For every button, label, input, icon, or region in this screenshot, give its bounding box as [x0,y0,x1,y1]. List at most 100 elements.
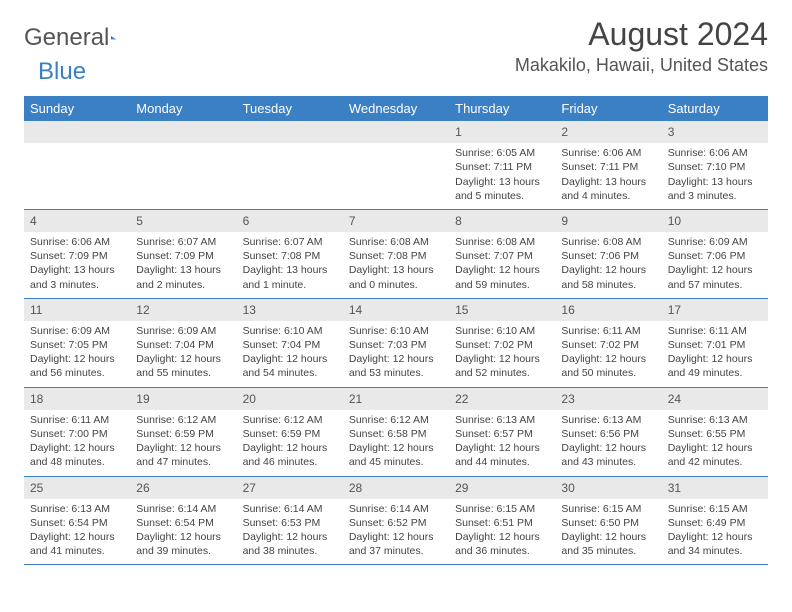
daylight-text: Daylight: 13 hours and 4 minutes. [561,175,655,203]
day-cell: 17Sunrise: 6:11 AMSunset: 7:01 PMDayligh… [662,299,768,387]
sunrise-text: Sunrise: 6:14 AM [136,502,230,516]
day-body: Sunrise: 6:09 AMSunset: 7:05 PMDaylight:… [24,321,130,387]
sunset-text: Sunset: 7:05 PM [30,338,124,352]
sunrise-text: Sunrise: 6:09 AM [668,235,762,249]
daylight-text: Daylight: 12 hours and 55 minutes. [136,352,230,380]
day-header-mon: Monday [130,96,236,121]
sunset-text: Sunset: 7:01 PM [668,338,762,352]
date-number: 11 [24,299,130,321]
daylight-text: Daylight: 12 hours and 45 minutes. [349,441,443,469]
date-number: 4 [24,210,130,232]
day-cell: 4Sunrise: 6:06 AMSunset: 7:09 PMDaylight… [24,210,130,298]
day-body: Sunrise: 6:10 AMSunset: 7:04 PMDaylight:… [237,321,343,387]
weeks-container: 1Sunrise: 6:05 AMSunset: 7:11 PMDaylight… [24,121,768,565]
sunrise-text: Sunrise: 6:06 AM [561,146,655,160]
sunset-text: Sunset: 7:03 PM [349,338,443,352]
date-number: 2 [555,121,661,143]
daylight-text: Daylight: 12 hours and 44 minutes. [455,441,549,469]
sunset-text: Sunset: 7:07 PM [455,249,549,263]
sunrise-text: Sunrise: 6:09 AM [136,324,230,338]
daylight-text: Daylight: 13 hours and 2 minutes. [136,263,230,291]
date-number: 14 [343,299,449,321]
daylight-text: Daylight: 12 hours and 57 minutes. [668,263,762,291]
day-cell [24,121,130,209]
day-cell: 18Sunrise: 6:11 AMSunset: 7:00 PMDayligh… [24,388,130,476]
sunset-text: Sunset: 6:59 PM [136,427,230,441]
daylight-text: Daylight: 12 hours and 41 minutes. [30,530,124,558]
daylight-text: Daylight: 12 hours and 42 minutes. [668,441,762,469]
sunrise-text: Sunrise: 6:10 AM [349,324,443,338]
day-body: Sunrise: 6:13 AMSunset: 6:55 PMDaylight:… [662,410,768,476]
date-number: 24 [662,388,768,410]
date-number: 23 [555,388,661,410]
day-cell: 25Sunrise: 6:13 AMSunset: 6:54 PMDayligh… [24,477,130,565]
day-cell: 11Sunrise: 6:09 AMSunset: 7:05 PMDayligh… [24,299,130,387]
sunrise-text: Sunrise: 6:05 AM [455,146,549,160]
sunset-text: Sunset: 6:54 PM [136,516,230,530]
sunrise-text: Sunrise: 6:08 AM [455,235,549,249]
day-body: Sunrise: 6:12 AMSunset: 6:59 PMDaylight:… [237,410,343,476]
daylight-text: Daylight: 12 hours and 52 minutes. [455,352,549,380]
day-body: Sunrise: 6:11 AMSunset: 7:01 PMDaylight:… [662,321,768,387]
week-row: 18Sunrise: 6:11 AMSunset: 7:00 PMDayligh… [24,388,768,477]
sunrise-text: Sunrise: 6:15 AM [668,502,762,516]
date-number: 10 [662,210,768,232]
sunrise-text: Sunrise: 6:14 AM [349,502,443,516]
sunrise-text: Sunrise: 6:15 AM [561,502,655,516]
week-row: 4Sunrise: 6:06 AMSunset: 7:09 PMDaylight… [24,210,768,299]
sunrise-text: Sunrise: 6:13 AM [668,413,762,427]
date-number: 29 [449,477,555,499]
day-cell: 9Sunrise: 6:08 AMSunset: 7:06 PMDaylight… [555,210,661,298]
sunrise-text: Sunrise: 6:11 AM [668,324,762,338]
date-number [237,121,343,143]
sunset-text: Sunset: 7:04 PM [136,338,230,352]
date-number: 17 [662,299,768,321]
logo: General [24,16,141,52]
day-body: Sunrise: 6:11 AMSunset: 7:00 PMDaylight:… [24,410,130,476]
title-block: August 2024 Makakilo, Hawaii, United Sta… [515,16,768,76]
date-number: 25 [24,477,130,499]
sunrise-text: Sunrise: 6:13 AM [561,413,655,427]
day-header-thu: Thursday [449,96,555,121]
sunset-text: Sunset: 7:09 PM [136,249,230,263]
day-body: Sunrise: 6:14 AMSunset: 6:52 PMDaylight:… [343,499,449,565]
sunset-text: Sunset: 6:49 PM [668,516,762,530]
day-cell [130,121,236,209]
sunset-text: Sunset: 6:50 PM [561,516,655,530]
day-header-fri: Friday [555,96,661,121]
daylight-text: Daylight: 12 hours and 37 minutes. [349,530,443,558]
day-cell: 3Sunrise: 6:06 AMSunset: 7:10 PMDaylight… [662,121,768,209]
day-cell: 19Sunrise: 6:12 AMSunset: 6:59 PMDayligh… [130,388,236,476]
day-cell: 16Sunrise: 6:11 AMSunset: 7:02 PMDayligh… [555,299,661,387]
calendar-page: General August 2024 Makakilo, Hawaii, Un… [0,0,792,589]
day-body: Sunrise: 6:09 AMSunset: 7:04 PMDaylight:… [130,321,236,387]
date-number: 22 [449,388,555,410]
daylight-text: Daylight: 12 hours and 47 minutes. [136,441,230,469]
day-body [130,143,236,152]
date-number: 5 [130,210,236,232]
day-header-tue: Tuesday [237,96,343,121]
daylight-text: Daylight: 13 hours and 5 minutes. [455,175,549,203]
date-number: 27 [237,477,343,499]
daylight-text: Daylight: 12 hours and 59 minutes. [455,263,549,291]
sunrise-text: Sunrise: 6:12 AM [349,413,443,427]
day-body: Sunrise: 6:09 AMSunset: 7:06 PMDaylight:… [662,232,768,298]
day-header-sun: Sunday [24,96,130,121]
sunset-text: Sunset: 7:04 PM [243,338,337,352]
daylight-text: Daylight: 12 hours and 36 minutes. [455,530,549,558]
day-header-sat: Saturday [662,96,768,121]
day-body [24,143,130,152]
day-cell: 2Sunrise: 6:06 AMSunset: 7:11 PMDaylight… [555,121,661,209]
logo-text: General [24,24,109,52]
sunrise-text: Sunrise: 6:15 AM [455,502,549,516]
day-body: Sunrise: 6:10 AMSunset: 7:03 PMDaylight:… [343,321,449,387]
sunrise-text: Sunrise: 6:13 AM [30,502,124,516]
sunset-text: Sunset: 7:02 PM [455,338,549,352]
day-body: Sunrise: 6:05 AMSunset: 7:11 PMDaylight:… [449,143,555,209]
daylight-text: Daylight: 13 hours and 3 minutes. [30,263,124,291]
month-title: August 2024 [515,16,768,53]
day-cell: 7Sunrise: 6:08 AMSunset: 7:08 PMDaylight… [343,210,449,298]
date-number: 8 [449,210,555,232]
date-number [24,121,130,143]
sunrise-text: Sunrise: 6:14 AM [243,502,337,516]
